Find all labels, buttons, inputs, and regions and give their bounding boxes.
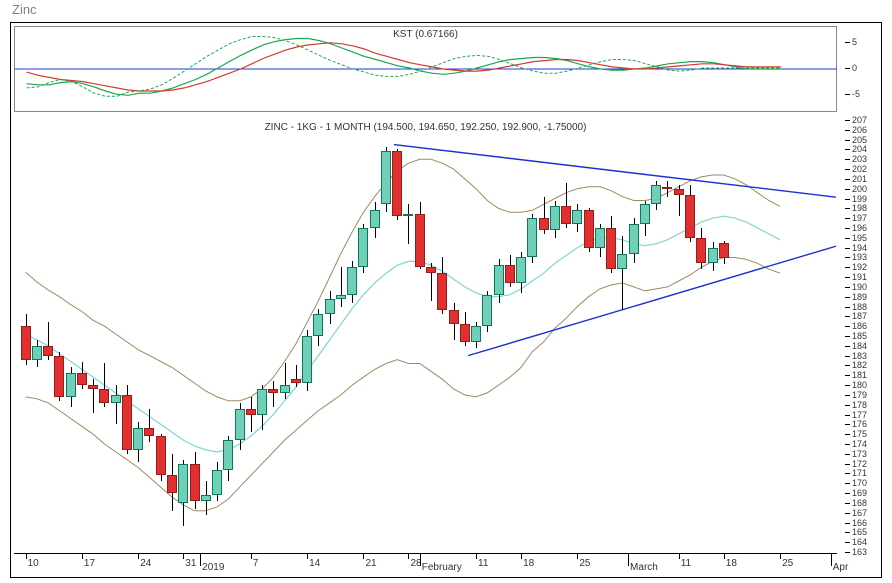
x-axis: 1017243120197142128February111825March11…: [14, 553, 837, 574]
chart-title: Zinc: [12, 2, 37, 17]
kst-plot: [15, 27, 837, 111]
chart-frame: KST (0.67166) ZINC - 1KG - 1 MONTH (194.…: [10, 22, 882, 578]
kst-panel: KST (0.67166): [14, 26, 837, 112]
price-panel: ZINC - 1KG - 1 MONTH (194.500, 194.650, …: [14, 120, 837, 553]
price-plot: [14, 120, 836, 552]
y-axis: -505163164165166167168169170171172173174…: [838, 26, 878, 553]
